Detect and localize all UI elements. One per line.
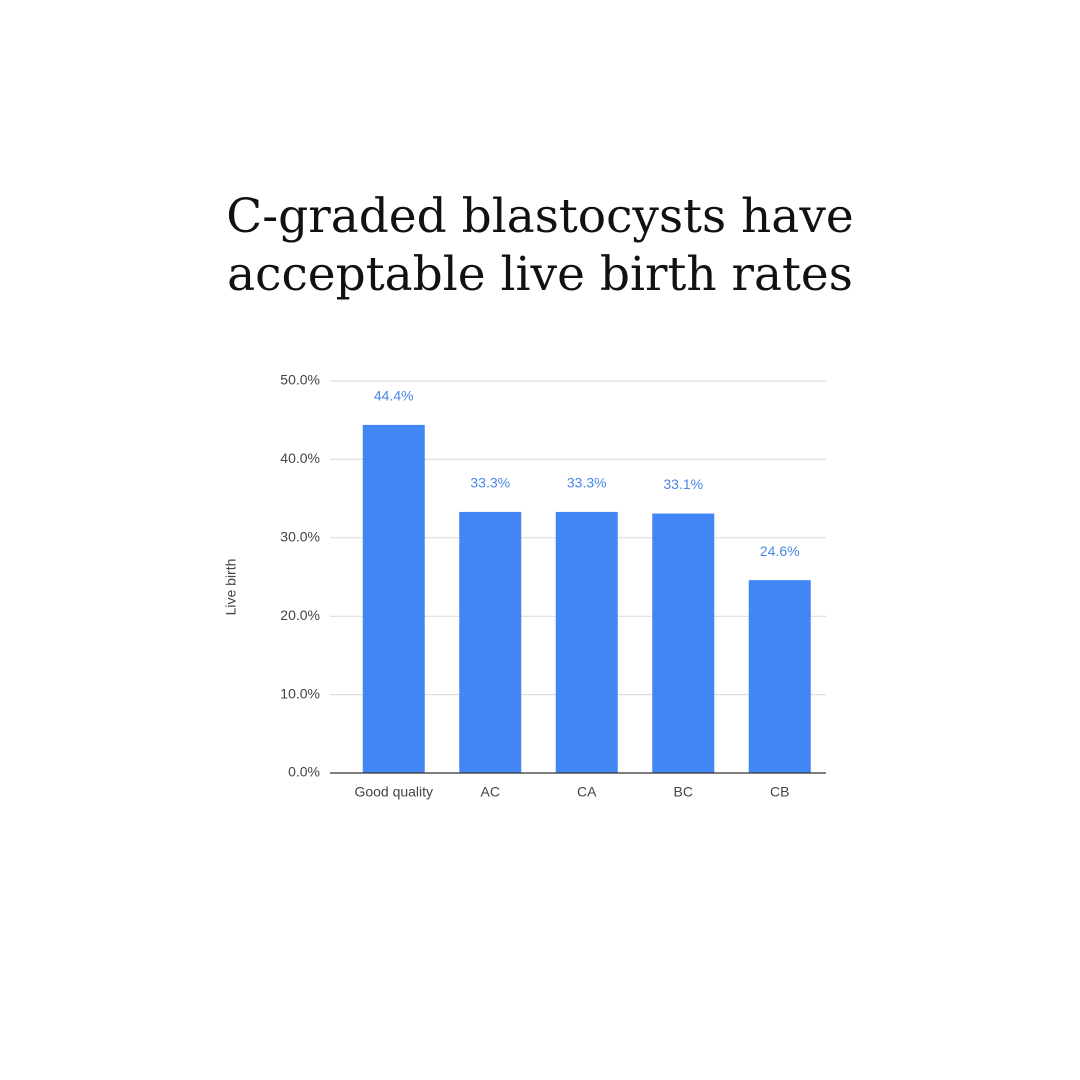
y-axis-label: Live birth <box>223 559 239 616</box>
value-label: 33.3% <box>470 475 510 491</box>
value-label: 33.3% <box>567 475 607 491</box>
bar <box>652 513 715 773</box>
bar <box>748 580 811 773</box>
bar <box>459 511 522 773</box>
x-tick-label: CB <box>770 784 789 800</box>
y-tick-label: 30.0% <box>280 529 320 545</box>
y-tick-label: 10.0% <box>280 685 320 701</box>
x-tick-label: Good quality <box>354 784 433 800</box>
bar <box>362 424 425 773</box>
y-tick-label: 50.0% <box>280 372 320 388</box>
x-tick-label: BC <box>674 784 693 800</box>
y-tick-label: 40.0% <box>280 450 320 466</box>
value-label: 24.6% <box>760 543 800 559</box>
y-tick-label: 20.0% <box>280 607 320 623</box>
chart-title: acceptable live birth rates <box>227 247 853 302</box>
y-tick-label: 0.0% <box>288 764 320 780</box>
value-label: 33.1% <box>663 476 703 492</box>
x-tick-label: CA <box>577 784 597 800</box>
chart-title: C-graded blastocysts have <box>226 189 853 244</box>
x-tick-label: AC <box>481 784 500 800</box>
bar <box>555 511 618 773</box>
value-label: 44.4% <box>374 388 414 404</box>
